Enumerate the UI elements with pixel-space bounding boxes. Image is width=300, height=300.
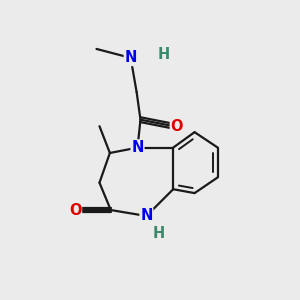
Text: O: O [69, 202, 81, 217]
Text: O: O [170, 119, 183, 134]
Text: N: N [140, 208, 153, 224]
Text: H: H [157, 47, 170, 62]
Text: N: N [124, 50, 137, 65]
Text: H: H [153, 226, 165, 241]
Text: N: N [131, 140, 144, 155]
